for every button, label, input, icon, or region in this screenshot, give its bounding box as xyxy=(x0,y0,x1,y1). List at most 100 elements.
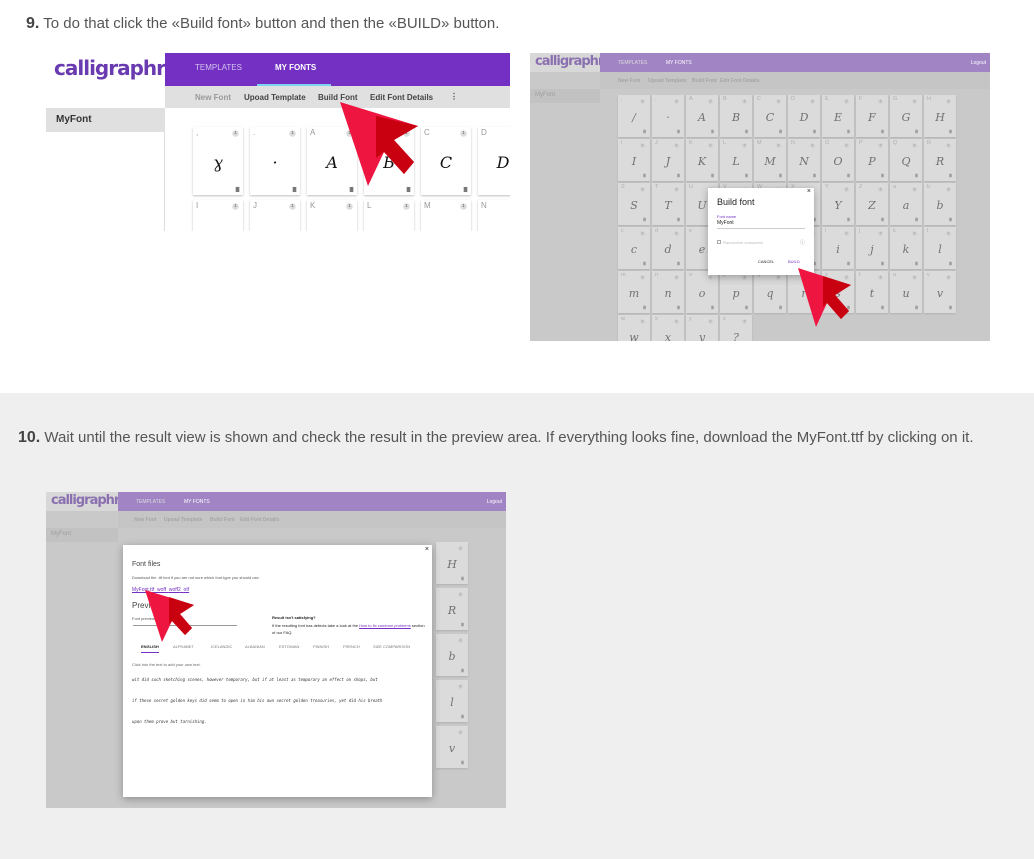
glyph-count-badge: 1 xyxy=(289,130,296,137)
preview-text-area[interactable]: wit did such sketching scenes, however t… xyxy=(132,674,422,789)
tab-my-fonts[interactable]: MY FONTS xyxy=(275,63,317,72)
language-tab[interactable]: SIZE COMPARISON xyxy=(373,644,411,649)
glyph-label: J xyxy=(253,201,257,210)
dialog-title: Font files xyxy=(132,561,161,568)
step-9: 9. To do that click the «Build font» but… xyxy=(26,11,499,37)
tab-templates[interactable]: TEMPLATES xyxy=(618,60,648,66)
red-arrow-pointer xyxy=(340,102,418,186)
font-name-input[interactable]: MyFont xyxy=(717,220,805,229)
download-otf-link[interactable]: otf xyxy=(183,587,190,593)
handwritten-glyph: · xyxy=(272,152,278,172)
trash-icon[interactable] xyxy=(349,186,354,193)
cancel-button[interactable]: CANCEL xyxy=(758,259,775,264)
tab-templates[interactable]: TEMPLATES xyxy=(136,499,166,505)
screenshot-build-font-button: calligraphr TEMPLATES MY FONTS New Font … xyxy=(46,53,510,231)
language-tab[interactable]: ENGLISH xyxy=(141,644,159,653)
glyph-label: N xyxy=(481,201,487,210)
language-tab[interactable]: FINNISH xyxy=(313,644,329,649)
glyph-label: . xyxy=(253,128,256,137)
download-woff-link[interactable]: woff xyxy=(157,587,167,593)
step-number: 10. xyxy=(18,429,41,446)
result-text: If the resulting font has defects take a… xyxy=(272,622,427,636)
handwritten-glyph: B xyxy=(383,152,395,172)
glyph-card[interactable]: A 1 A xyxy=(307,127,357,195)
calligraphr-logo: calligraphr xyxy=(54,56,166,80)
close-icon[interactable]: × xyxy=(806,188,811,195)
glyph-label: I xyxy=(196,201,199,210)
calligraphr-logo: calligraphr xyxy=(535,54,604,69)
upload-template-button[interactable]: Upoad Template xyxy=(244,93,306,102)
handwritten-glyph: D xyxy=(496,152,510,172)
download-woff2-link[interactable]: woff2 xyxy=(168,587,181,593)
edit-font-details-button[interactable]: Edit Font Details xyxy=(370,93,434,102)
language-tab[interactable]: ICELANDIC xyxy=(211,644,233,649)
randomize-checkbox[interactable] xyxy=(717,240,721,244)
step-text: Wait until the result view is shown and … xyxy=(44,429,974,446)
top-nav: TEMPLATES MY FONTS Logout xyxy=(118,492,506,511)
result-title: Result isn't satisfying? xyxy=(272,615,316,620)
handwritten-glyph: C xyxy=(439,152,453,172)
glyph-card[interactable]: , 1 ɣ xyxy=(193,127,243,195)
glyph-count-badge: 1 xyxy=(346,203,353,210)
glyph-card[interactable]: D1D xyxy=(478,127,510,195)
language-tab[interactable]: ALPHABET xyxy=(173,644,194,649)
font-preview-label: Font preview xyxy=(132,616,155,621)
language-tab[interactable]: ALBANIAN xyxy=(245,644,265,649)
download-ttf-link[interactable]: MyFont.ttf xyxy=(132,587,155,593)
red-arrow-pointer xyxy=(145,590,194,642)
glyph-count-badge: 1 xyxy=(232,130,239,137)
language-tab[interactable]: FRENCH xyxy=(343,644,360,649)
glyph-card[interactable]: . 1 · xyxy=(250,127,300,195)
result-text-body: If the resulting font has defects take a… xyxy=(272,623,359,628)
top-nav: TEMPLATES MY FONTS Logout xyxy=(600,53,990,72)
glyph-count-badge: 1 xyxy=(232,203,239,210)
tab-my-fonts[interactable]: MY FONTS xyxy=(666,60,692,66)
glyph-label: , xyxy=(196,128,199,137)
sample-line: upon them prove but tarnishing. xyxy=(132,719,207,724)
info-icon[interactable]: ⓘ xyxy=(800,240,806,246)
trash-icon[interactable] xyxy=(406,186,411,193)
glyph-count-badge: 1 xyxy=(403,203,410,210)
sidebar xyxy=(46,108,165,231)
logout-link[interactable]: Logout xyxy=(970,60,986,66)
glyph-label: L xyxy=(367,201,372,210)
more-menu-icon[interactable]: ⋮ xyxy=(450,92,458,101)
trash-icon[interactable] xyxy=(292,186,297,193)
active-tab-indicator xyxy=(257,84,331,86)
glyph-label: K xyxy=(310,201,316,210)
result-text-tail: section of our FAQ. xyxy=(272,623,425,635)
glyph-label: C xyxy=(424,128,430,137)
close-icon[interactable]: × xyxy=(424,546,429,553)
glyph-label: M xyxy=(424,201,431,210)
glyph-card[interactable]: C 1 C xyxy=(421,127,471,195)
new-font-button[interactable]: New Font xyxy=(195,93,231,102)
sidebar-item-myfont[interactable]: MyFont xyxy=(46,108,165,132)
logout-link[interactable]: Logout xyxy=(486,499,502,505)
randomize-label: Randomize characters xyxy=(723,240,764,245)
glyph-count-badge: 1 xyxy=(460,130,467,137)
glyph-count-badge: 1 xyxy=(403,130,410,137)
trash-icon[interactable] xyxy=(235,186,240,193)
tab-templates[interactable]: TEMPLATES xyxy=(195,63,242,72)
screenshot-build-dialog: calligraphr TEMPLATES MY FONTS Logout Ne… xyxy=(530,53,990,341)
trash-icon[interactable] xyxy=(463,186,468,193)
glyph-card[interactable]: N1 xyxy=(478,200,510,231)
file-links: MyFont.ttf woff woff2 otf xyxy=(132,587,189,593)
step-text: To do that click the «Build font» button… xyxy=(43,15,500,32)
preview-heading: Preview xyxy=(132,601,161,610)
build-font-button[interactable]: Build Font xyxy=(318,93,358,102)
preview-hint: Click into the text to add your own text… xyxy=(132,662,201,667)
tab-my-fonts[interactable]: MY FONTS xyxy=(184,499,210,505)
calligraphr-logo: calligraphr xyxy=(51,493,120,508)
glyph-label: D xyxy=(481,128,487,137)
build-button[interactable]: BUILD xyxy=(788,259,800,264)
sample-line: if these secret golden keys did seem to … xyxy=(132,698,383,703)
step-number: 9. xyxy=(26,15,40,32)
fix-problems-link[interactable]: How to fix common problems xyxy=(359,623,411,628)
language-tab[interactable]: ESTONIAN xyxy=(279,644,300,649)
